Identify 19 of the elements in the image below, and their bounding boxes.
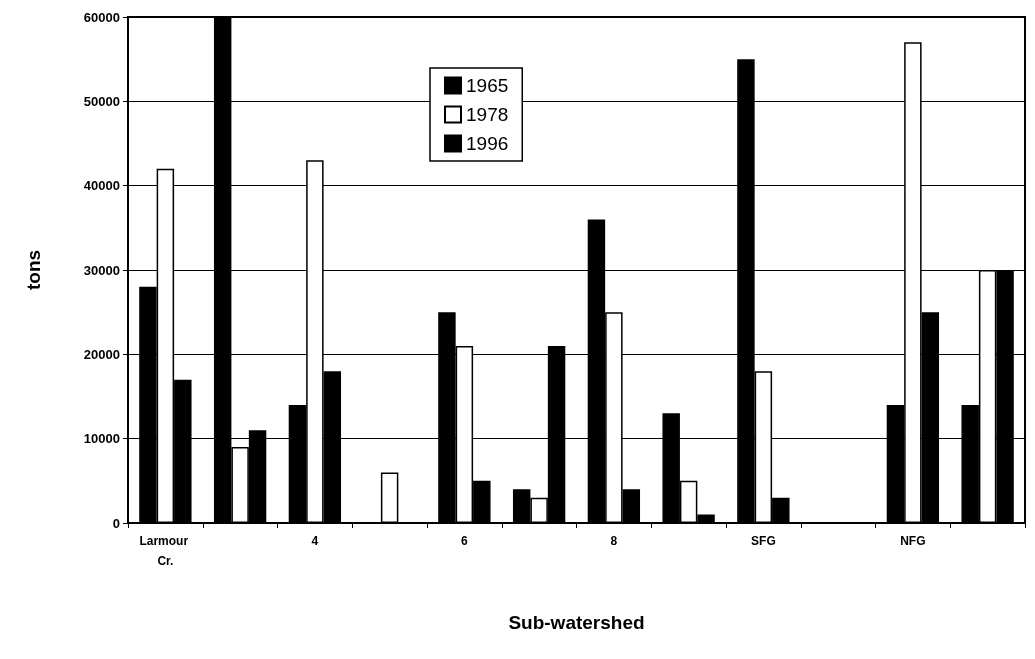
y-tick-label: 0 xyxy=(112,515,120,531)
x-tick-label: 4 xyxy=(311,534,319,548)
y-tick-label: 30000 xyxy=(83,262,120,278)
y-axis-title: tons xyxy=(23,249,44,291)
x-tick-label: 6 xyxy=(461,534,469,548)
bar xyxy=(380,472,399,523)
x-tick-label: 8 xyxy=(610,534,618,548)
x-tick-label: NFG xyxy=(900,534,926,548)
y-tick-label: 40000 xyxy=(83,178,120,194)
x-axis-title: Sub-watershed xyxy=(508,612,645,633)
y-tick-label: 20000 xyxy=(83,346,120,362)
y-tick-label: 60000 xyxy=(83,9,120,25)
y-tick-label: 50000 xyxy=(83,93,120,109)
x-tick-label: SFG xyxy=(751,534,776,548)
legend-label: 1978 xyxy=(466,104,509,125)
legend-label: 1996 xyxy=(466,133,509,154)
y-tick-label: 10000 xyxy=(83,431,120,447)
x-tick-label: Larmour Cr. xyxy=(139,534,192,568)
legend-label: 1965 xyxy=(466,75,509,96)
